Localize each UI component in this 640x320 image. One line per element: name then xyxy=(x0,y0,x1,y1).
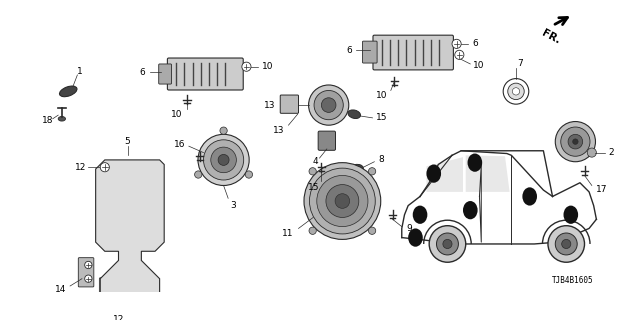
Ellipse shape xyxy=(426,164,441,183)
Circle shape xyxy=(369,227,376,235)
Text: 6: 6 xyxy=(140,68,145,77)
Text: 10: 10 xyxy=(171,110,182,119)
Circle shape xyxy=(245,171,253,178)
Ellipse shape xyxy=(563,205,578,224)
Text: 10: 10 xyxy=(376,92,387,100)
Text: 9: 9 xyxy=(406,224,412,233)
Circle shape xyxy=(513,88,520,95)
Circle shape xyxy=(335,194,349,208)
Circle shape xyxy=(573,139,578,144)
Circle shape xyxy=(195,171,202,178)
Ellipse shape xyxy=(58,116,65,121)
Text: 12: 12 xyxy=(75,163,86,172)
Polygon shape xyxy=(426,157,463,192)
Text: 7: 7 xyxy=(518,60,524,68)
Text: 6: 6 xyxy=(472,39,478,48)
Circle shape xyxy=(369,168,376,175)
Circle shape xyxy=(503,79,529,104)
Circle shape xyxy=(314,91,343,120)
Circle shape xyxy=(321,98,336,112)
Circle shape xyxy=(588,148,596,157)
Circle shape xyxy=(548,226,584,262)
Circle shape xyxy=(443,239,452,249)
Circle shape xyxy=(452,39,461,48)
Circle shape xyxy=(304,163,381,239)
Circle shape xyxy=(100,163,109,172)
Circle shape xyxy=(122,196,133,206)
Circle shape xyxy=(123,258,138,272)
Circle shape xyxy=(198,134,249,186)
Polygon shape xyxy=(466,155,509,192)
Ellipse shape xyxy=(413,205,428,224)
FancyBboxPatch shape xyxy=(318,131,335,150)
FancyBboxPatch shape xyxy=(113,223,142,243)
Circle shape xyxy=(556,233,577,255)
FancyBboxPatch shape xyxy=(373,35,453,70)
Circle shape xyxy=(568,134,582,149)
Text: 10: 10 xyxy=(262,62,273,71)
Text: 1: 1 xyxy=(77,67,83,76)
Circle shape xyxy=(561,127,590,156)
Ellipse shape xyxy=(60,86,77,97)
Circle shape xyxy=(562,239,571,249)
Circle shape xyxy=(220,127,227,134)
Circle shape xyxy=(84,275,92,282)
Text: 14: 14 xyxy=(55,285,67,294)
FancyBboxPatch shape xyxy=(280,95,298,113)
Circle shape xyxy=(429,226,466,262)
Text: 16: 16 xyxy=(173,140,185,149)
Circle shape xyxy=(317,175,368,227)
Text: 15: 15 xyxy=(376,113,388,122)
Text: FR.: FR. xyxy=(540,28,562,46)
FancyBboxPatch shape xyxy=(99,278,120,296)
Circle shape xyxy=(436,233,458,255)
Circle shape xyxy=(455,50,464,60)
Ellipse shape xyxy=(348,110,360,118)
Circle shape xyxy=(556,122,595,162)
Text: 13: 13 xyxy=(264,100,276,109)
Circle shape xyxy=(309,168,316,175)
Circle shape xyxy=(310,168,375,234)
Text: 13: 13 xyxy=(273,126,285,135)
Text: 17: 17 xyxy=(595,185,607,194)
Polygon shape xyxy=(95,160,164,304)
Circle shape xyxy=(308,85,349,125)
Text: 2: 2 xyxy=(608,148,614,157)
Ellipse shape xyxy=(349,164,364,174)
Ellipse shape xyxy=(522,187,537,205)
Ellipse shape xyxy=(408,228,423,247)
FancyBboxPatch shape xyxy=(362,41,377,63)
Circle shape xyxy=(116,190,139,212)
FancyBboxPatch shape xyxy=(78,258,94,287)
Text: 15: 15 xyxy=(308,183,319,192)
Ellipse shape xyxy=(468,154,482,172)
Text: 4: 4 xyxy=(312,157,317,166)
Text: 6: 6 xyxy=(347,46,353,55)
Text: 18: 18 xyxy=(42,116,53,125)
Text: 11: 11 xyxy=(282,229,293,238)
Ellipse shape xyxy=(463,201,477,219)
Text: 3: 3 xyxy=(230,201,236,210)
Text: TJB4B1605: TJB4B1605 xyxy=(552,276,594,285)
FancyBboxPatch shape xyxy=(159,64,172,84)
FancyBboxPatch shape xyxy=(168,58,243,90)
Circle shape xyxy=(218,155,229,165)
Text: 8: 8 xyxy=(378,156,384,164)
Circle shape xyxy=(242,62,251,71)
Text: 10: 10 xyxy=(473,61,484,70)
Text: 5: 5 xyxy=(125,137,131,146)
Circle shape xyxy=(211,147,236,173)
Circle shape xyxy=(84,261,92,269)
Circle shape xyxy=(126,301,135,311)
Circle shape xyxy=(309,227,316,235)
Circle shape xyxy=(508,83,524,100)
Text: 12: 12 xyxy=(113,315,124,320)
Circle shape xyxy=(204,140,244,180)
Circle shape xyxy=(326,185,359,218)
